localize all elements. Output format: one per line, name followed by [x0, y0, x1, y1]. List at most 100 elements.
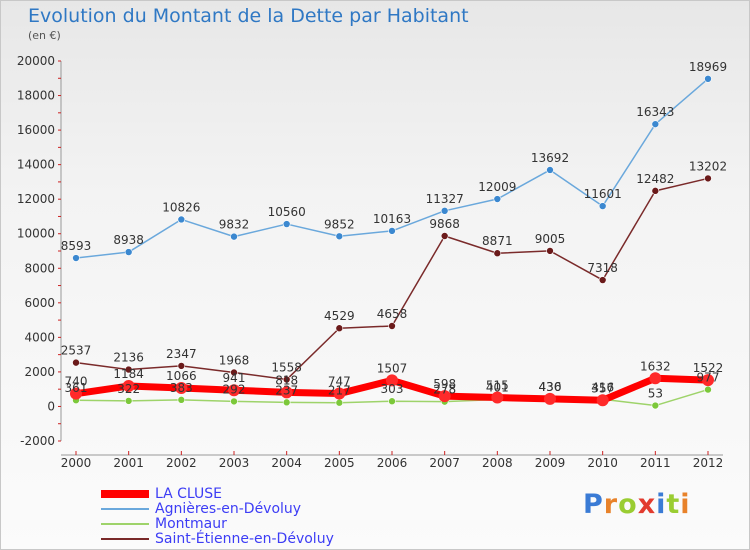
- y-tick-label: 14000: [17, 158, 55, 172]
- data-point: [388, 322, 396, 330]
- data-label: 2347: [166, 347, 197, 361]
- data-point: [333, 387, 346, 400]
- y-tick-label: 16000: [17, 123, 55, 137]
- data-point: [491, 391, 504, 404]
- data-point: [72, 254, 80, 262]
- legend-item-la-cluse: LA CLUSE: [101, 485, 223, 502]
- data-point: [386, 374, 398, 387]
- data-point: [388, 397, 396, 406]
- x-tick-label: 2004: [271, 456, 302, 470]
- data-label: 278: [433, 383, 456, 397]
- legend-label: LA CLUSE: [155, 485, 223, 502]
- data-point: [230, 232, 238, 241]
- data-point: [177, 362, 186, 370]
- data-label: 430: [539, 380, 562, 394]
- y-tick-label: 20000: [17, 54, 55, 68]
- y-tick-label: 18000: [17, 89, 55, 103]
- data-point: [177, 215, 186, 224]
- data-label: 53: [648, 387, 663, 401]
- chart-subtitle: (en €): [28, 29, 61, 42]
- data-label: 9005: [535, 232, 566, 246]
- logo-letter: o: [618, 489, 638, 520]
- logo-letter: P: [583, 489, 604, 520]
- x-tick-label: 2000: [61, 456, 92, 470]
- data-label: 10560: [268, 205, 306, 219]
- proxiti-logo: Proxiti: [583, 489, 691, 520]
- data-point: [651, 401, 660, 410]
- x-tick-label: 2008: [482, 456, 513, 470]
- data-label: 401: [486, 381, 509, 395]
- data-label: 322: [117, 382, 140, 396]
- x-tick-label: 2012: [693, 456, 724, 470]
- data-point: [335, 324, 344, 333]
- data-point: [335, 398, 344, 407]
- data-label: 357: [591, 381, 614, 395]
- data-point: [649, 372, 662, 385]
- data-label: 4658: [377, 307, 408, 321]
- data-point: [651, 187, 660, 195]
- data-point: [493, 195, 502, 203]
- y-tick-label: 0: [47, 399, 55, 413]
- data-point: [704, 174, 712, 183]
- data-point: [280, 386, 293, 399]
- y-tick-label: 10000: [17, 227, 55, 241]
- data-point: [70, 387, 82, 400]
- data-label: 747: [328, 375, 351, 389]
- data-label: 941: [223, 371, 246, 385]
- legend-item-montmaur: Montmaur: [101, 516, 227, 532]
- data-point: [282, 220, 291, 228]
- data-label: 1184: [113, 367, 144, 381]
- data-label: 292: [223, 382, 246, 396]
- data-point: [282, 375, 291, 384]
- legend-swatch: [101, 507, 149, 510]
- data-label: 1968: [219, 353, 250, 367]
- x-tick-label: 2006: [377, 456, 408, 470]
- data-label: 11601: [584, 187, 622, 201]
- data-label: 1507: [377, 361, 408, 375]
- data-label: 16343: [636, 105, 674, 119]
- data-point: [704, 75, 712, 83]
- data-label: 515: [486, 379, 509, 393]
- logo-letter: i: [656, 489, 667, 520]
- data-label: 2537: [61, 344, 92, 358]
- x-tick-label: 2002: [166, 456, 197, 470]
- data-point: [546, 247, 554, 255]
- data-point: [72, 358, 80, 367]
- data-label: 4529: [324, 309, 355, 323]
- data-label: 977: [697, 371, 720, 385]
- data-point: [124, 397, 133, 405]
- legend-swatch: [101, 489, 149, 498]
- data-point: [388, 227, 396, 235]
- data-point: [493, 249, 502, 258]
- data-point: [440, 207, 449, 215]
- legend-item-saint-etienne: Saint-Étienne-en-Dévoluy: [101, 531, 334, 547]
- data-point: [438, 390, 451, 403]
- data-label: 740: [65, 375, 88, 389]
- logo-letter: t: [666, 489, 681, 520]
- data-point: [228, 384, 240, 397]
- y-tick-label: 2000: [24, 365, 55, 379]
- data-label: 8871: [482, 234, 513, 248]
- data-point: [122, 380, 135, 393]
- data-point: [598, 276, 607, 284]
- data-point: [230, 397, 238, 406]
- data-label: 383: [170, 381, 193, 395]
- data-label: 217: [328, 384, 351, 398]
- data-label: 10826: [162, 200, 200, 214]
- y-tick-label: 6000: [24, 296, 55, 310]
- data-label: 9868: [429, 217, 460, 231]
- data-point: [598, 202, 607, 210]
- y-tick-label: 12000: [17, 192, 55, 206]
- data-label: 11327: [426, 192, 464, 206]
- data-label: 8593: [61, 239, 92, 253]
- y-tick-label: -2000: [20, 434, 55, 448]
- x-tick-label: 2003: [219, 456, 250, 470]
- data-label: 1066: [166, 369, 197, 383]
- data-point: [704, 385, 712, 394]
- data-label: 10163: [373, 212, 411, 226]
- data-label: 1558: [271, 361, 302, 375]
- chart-title: Evolution du Montant de la Dette par Hab…: [28, 5, 469, 27]
- data-point: [335, 232, 344, 241]
- data-label: 8938: [113, 233, 144, 247]
